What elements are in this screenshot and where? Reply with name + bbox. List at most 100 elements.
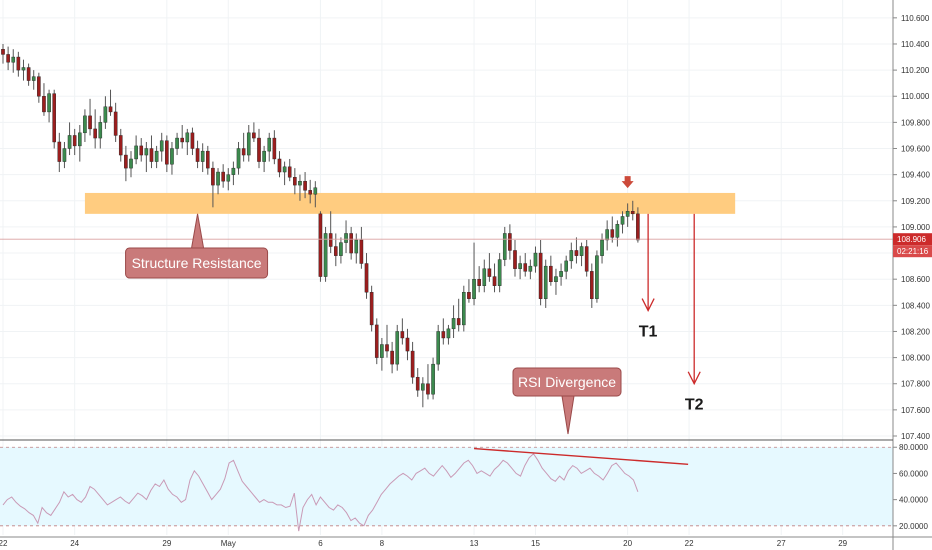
bear-candle xyxy=(574,250,579,256)
bull-candle xyxy=(47,93,51,113)
bull-candle xyxy=(129,158,133,169)
bear-candle xyxy=(513,250,517,269)
bull-candle xyxy=(134,145,138,160)
y-tick-label: 110.000 xyxy=(901,92,930,101)
sell-arrow-icon xyxy=(621,176,634,189)
rsi-divergence-line xyxy=(473,447,689,465)
rsi-panel xyxy=(0,446,893,532)
bear-candle xyxy=(42,96,46,113)
bull-candle xyxy=(620,216,625,225)
bear-candle xyxy=(426,383,430,395)
bull-candle xyxy=(354,239,359,254)
x-tick-label: 27 xyxy=(777,539,786,548)
y-tick-label: 109.000 xyxy=(901,223,930,232)
x-tick-label: May xyxy=(221,539,236,548)
bear-candle xyxy=(118,135,123,156)
bear-candle xyxy=(523,263,528,272)
bull-candle xyxy=(144,148,149,156)
bear-candle xyxy=(93,128,97,139)
x-tick-label: 22 xyxy=(0,539,8,548)
price-candles xyxy=(1,43,640,408)
bull-candle xyxy=(236,148,241,169)
target-2-label: T2 xyxy=(685,397,704,414)
y-tick-label: 107.400 xyxy=(901,432,930,441)
bear-candle xyxy=(26,67,31,81)
target-1-arrow-head xyxy=(641,298,655,313)
bull-candle xyxy=(472,278,476,299)
x-tick-label: 13 xyxy=(470,539,479,548)
y-tick-label: 108.200 xyxy=(901,327,930,336)
bear-candle xyxy=(37,76,41,97)
bear-candle xyxy=(385,344,389,352)
bull-candle xyxy=(497,259,502,286)
bear-candle xyxy=(441,331,446,339)
bear-candle xyxy=(318,213,323,277)
bear-candle xyxy=(241,148,246,156)
chart-annotations: Structure Resistance T1 T2 RSI Divergence xyxy=(0,176,893,435)
y-tick-label: 109.200 xyxy=(901,197,930,206)
rsi-tick-label: 20.0000 xyxy=(899,522,928,531)
bear-candle xyxy=(334,246,338,256)
bull-candle xyxy=(625,211,630,217)
bear-candle xyxy=(108,106,113,113)
bull-candle xyxy=(11,56,16,63)
bear-candle xyxy=(139,145,144,156)
last-price-label: 108.906 xyxy=(897,235,926,244)
bull-candle xyxy=(67,135,72,149)
bull-candle xyxy=(482,268,487,286)
rsi-divergence-label: RSI Divergence xyxy=(518,374,616,390)
x-tick-label: 6 xyxy=(318,539,323,548)
bull-candle xyxy=(569,250,574,262)
y-tick-label: 110.400 xyxy=(901,40,930,49)
bull-candle xyxy=(31,76,36,81)
bull-candle xyxy=(380,344,384,358)
bull-candle xyxy=(246,132,251,156)
bull-candle xyxy=(170,148,174,165)
bull-candle xyxy=(344,233,348,243)
bull-candle xyxy=(451,318,456,330)
bear-candle xyxy=(374,324,379,358)
bear-candle xyxy=(590,271,594,299)
bull-candle xyxy=(533,252,538,267)
bear-candle xyxy=(272,137,277,160)
bull-candle xyxy=(262,150,266,162)
structure-resistance-label: Structure Resistance xyxy=(132,255,262,271)
bear-candle xyxy=(16,56,21,71)
bear-candle xyxy=(287,166,292,178)
y-tick-label: 109.600 xyxy=(901,145,930,154)
bear-candle xyxy=(405,337,410,352)
bull-candle xyxy=(615,224,620,238)
y-tick-label: 110.200 xyxy=(901,66,930,75)
bull-candle xyxy=(62,148,67,162)
bear-candle xyxy=(390,350,394,365)
bull-candle xyxy=(185,132,190,143)
y-tick-label: 108.400 xyxy=(901,301,930,310)
bear-candle xyxy=(113,111,118,136)
bull-candle xyxy=(159,140,164,152)
bull-candle xyxy=(518,263,522,269)
bull-candle xyxy=(323,233,328,277)
bull-candle xyxy=(282,166,287,173)
y-tick-label: 108.000 xyxy=(901,354,930,363)
bear-candle xyxy=(195,148,200,162)
countdown-label: 02:21:16 xyxy=(897,247,929,256)
bear-candle xyxy=(57,141,62,162)
bull-candle xyxy=(103,106,108,123)
bear-candle xyxy=(328,233,333,247)
bull-candle xyxy=(313,187,318,195)
rsi-tick-label: 60.0000 xyxy=(899,469,928,478)
bear-candle xyxy=(492,276,497,286)
bear-candle xyxy=(303,180,307,191)
bear-candle xyxy=(1,49,5,55)
bull-candle xyxy=(339,242,343,256)
bull-candle xyxy=(98,122,103,139)
y-tick-label: 107.800 xyxy=(901,380,930,389)
bear-candle xyxy=(364,263,369,293)
bull-candle xyxy=(559,271,563,277)
bull-candle xyxy=(600,239,604,256)
bull-candle xyxy=(21,67,26,71)
bull-candle xyxy=(77,132,82,147)
bear-candle xyxy=(584,246,589,272)
y-tick-label: 107.600 xyxy=(901,406,930,415)
